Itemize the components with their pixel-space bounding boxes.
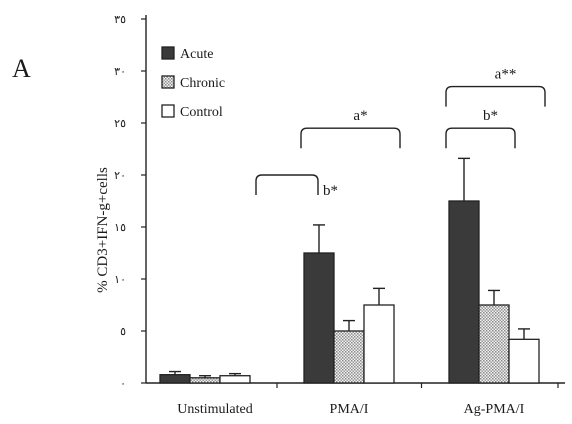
y-tick-label: ٢٠ [114, 170, 126, 182]
legend-swatch-control [161, 104, 175, 118]
bar-acute [303, 252, 335, 384]
bar-chronic [333, 330, 365, 384]
significance-label: b* [323, 183, 338, 199]
x-tick-label: Ag-PMA/I [464, 402, 525, 417]
significance-label: a** [495, 67, 517, 83]
legend: Acute Chronic Control [161, 46, 225, 120]
y-tick-label: ٢٥ [114, 118, 126, 130]
bar-control [219, 375, 251, 384]
y-tick-label: ١٠ [114, 274, 126, 286]
significance-label: b* [483, 108, 498, 124]
y-tick-label: ٣٥ [114, 14, 126, 26]
y-tick-label: ١٥ [114, 222, 126, 234]
y-tick-label: ٣٠ [114, 66, 126, 78]
panel-label: A [12, 54, 31, 83]
bars [159, 157, 559, 388]
legend-swatch-acute [161, 46, 175, 60]
bar-chronic [189, 377, 221, 384]
legend-label-acute: Acute [180, 47, 213, 62]
legend-swatch-chronic [161, 75, 175, 89]
significance-bracket [255, 174, 319, 195]
x-tick-label: Unstimulated [177, 402, 252, 417]
y-ticks: ٠ ٥ ١٠ ١٥ ٢٠ ٢٥ ٣٠ ٣٥ [114, 14, 146, 390]
y-axis-label: % CD3+IFN-g+cells [95, 167, 111, 293]
significance-label: a* [353, 108, 367, 124]
y-tick-label: ٠ [120, 378, 126, 390]
legend-label-chronic: Chronic [180, 76, 225, 91]
legend-label-control: Control [180, 105, 223, 120]
significance-annotations: b* a* b* a** [255, 67, 546, 199]
significance-bracket [445, 127, 516, 149]
bar-control [508, 338, 540, 384]
x-tick-label: PMA/I [330, 402, 369, 417]
bar-control [363, 304, 395, 384]
bar-acute [159, 374, 191, 384]
x-tick-labels: Unstimulated PMA/I Ag-PMA/I [177, 402, 524, 417]
bar-acute [448, 200, 480, 384]
significance-bracket [300, 127, 401, 149]
y-tick-label: ٥ [120, 326, 126, 338]
bar-chronic [478, 304, 510, 384]
significance-bracket [445, 85, 546, 107]
